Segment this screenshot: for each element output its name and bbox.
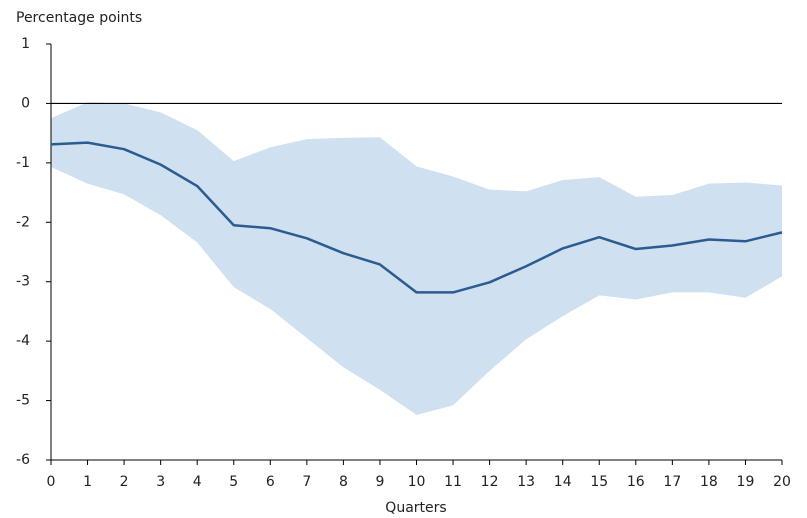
y-tick-label: -5: [16, 393, 30, 409]
y-tick-label: 1: [21, 36, 30, 52]
x-tick-label: 6: [266, 474, 275, 490]
x-tick-label: 3: [156, 474, 165, 490]
x-tick-label: 19: [737, 474, 755, 490]
x-tick-label: 8: [339, 474, 348, 490]
x-tick-label: 11: [444, 474, 462, 490]
x-tick-label: 9: [375, 474, 384, 490]
x-tick-label: 4: [193, 474, 202, 490]
x-tick-label: 15: [590, 474, 608, 490]
x-axis-label: Quarters: [385, 500, 446, 516]
x-tick-label: 1: [83, 474, 92, 490]
x-tick-label: 18: [700, 474, 718, 490]
x-tick-label: 20: [773, 474, 791, 490]
x-tick-label: 10: [408, 474, 426, 490]
x-tick-label: 5: [229, 474, 238, 490]
y-tick-label: -4: [16, 333, 30, 349]
x-tick-label: 17: [663, 474, 681, 490]
x-tick-label: 12: [481, 474, 499, 490]
y-tick-label: -6: [16, 452, 30, 468]
y-tick-label: 0: [21, 95, 30, 111]
x-tick-label: 2: [120, 474, 129, 490]
y-tick-label: -3: [16, 274, 30, 290]
x-tick-label: 16: [627, 474, 645, 490]
y-axis-label: Percentage points: [16, 10, 142, 26]
y-tick-label: -1: [16, 155, 30, 171]
line: [50, 141, 783, 294]
x-tick-label: 0: [47, 474, 56, 490]
y-tick-label: -2: [16, 214, 30, 230]
x-tick-label: 7: [302, 474, 311, 490]
x-tick-label: 14: [554, 474, 572, 490]
x-tick-label: 13: [517, 474, 535, 490]
confidence-band: [51, 102, 782, 415]
